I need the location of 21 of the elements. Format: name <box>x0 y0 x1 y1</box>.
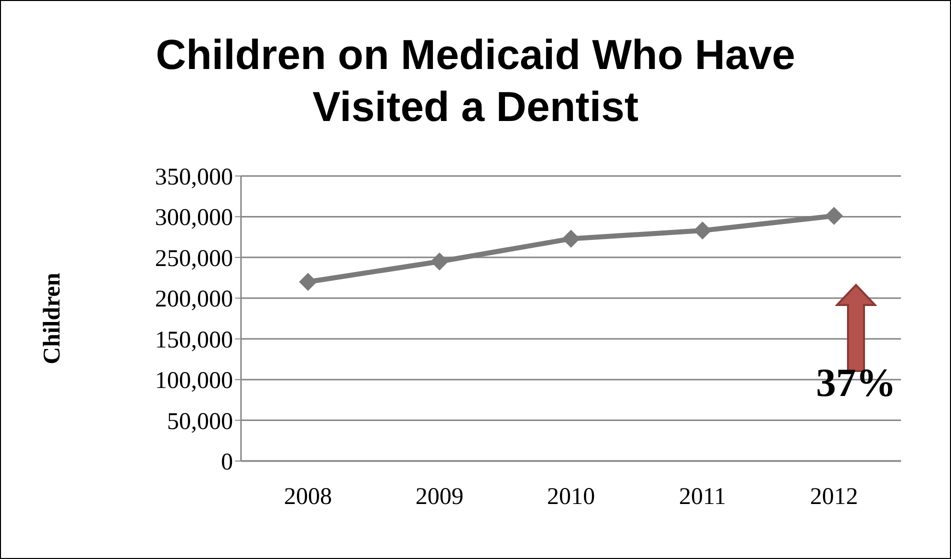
y-tick-label: 100,000 <box>155 368 233 394</box>
annotation: 37% <box>815 359 897 406</box>
y-tick-label: 350,000 <box>155 164 233 191</box>
y-tick-label: 200,000 <box>155 286 233 313</box>
x-tick-label: 2008 <box>284 484 332 510</box>
point <box>430 252 448 270</box>
x-tick-label: 2009 <box>416 484 464 510</box>
y-tick-label: 300,000 <box>155 205 233 232</box>
x-tick-label: 2012 <box>810 484 858 510</box>
point <box>825 206 843 225</box>
chart-title: Children on Medicaid Who Have Visited a Dentist <box>154 30 796 132</box>
y-tick-label: 0 <box>221 450 233 476</box>
point <box>562 230 580 248</box>
point <box>299 272 317 291</box>
x-tick-label: 2011 <box>678 484 726 510</box>
y-tick-label: 250,000 <box>155 246 233 272</box>
x-tick-label: 2010 <box>547 484 595 510</box>
y-axis-title: Children <box>40 272 66 364</box>
y-tick-label: 150,000 <box>155 327 233 354</box>
y-tick-label: 50,000 <box>167 408 233 435</box>
point <box>694 222 712 240</box>
